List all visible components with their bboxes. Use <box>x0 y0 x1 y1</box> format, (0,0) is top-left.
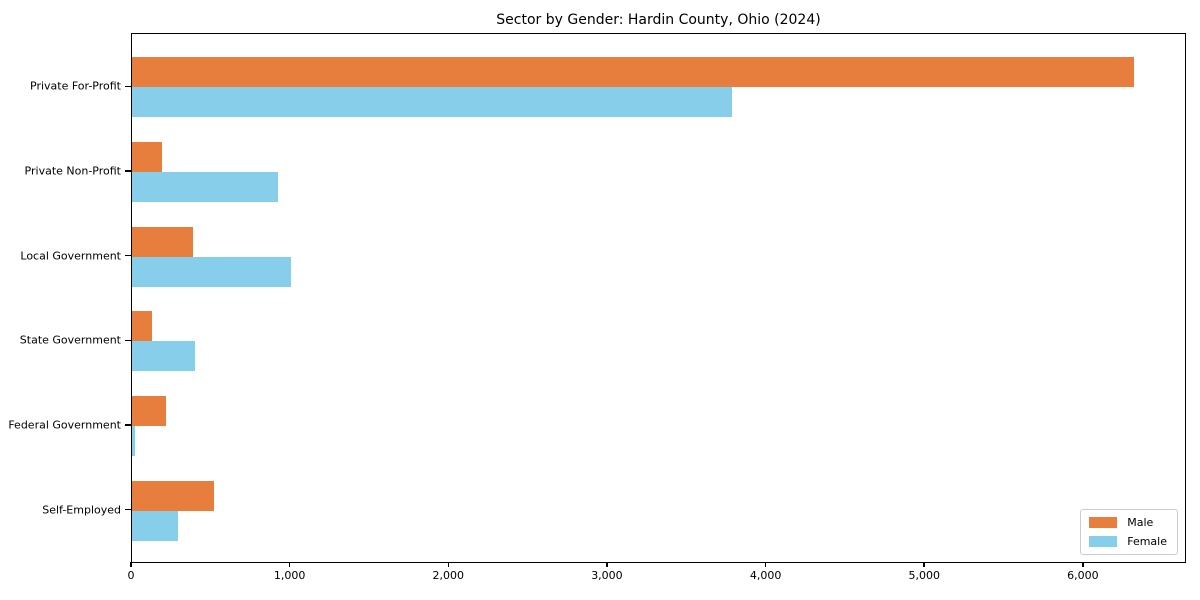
bar-male-private-for-profit <box>132 57 1135 88</box>
legend: Male Female <box>1080 509 1178 555</box>
x-axis-tick-mark <box>606 562 608 567</box>
bar-male-local-government <box>132 226 193 257</box>
x-axis-tick-mark <box>764 562 767 567</box>
female-color-swatch <box>1089 536 1118 547</box>
chart-title: Sector by Gender: Hardin County, Ohio (2… <box>496 12 821 28</box>
bar-male-self-employed <box>132 480 214 511</box>
bar-female-self-employed <box>132 510 178 541</box>
x-axis-tick-label: 3,000 <box>591 569 623 582</box>
male-color-swatch <box>1089 517 1118 528</box>
x-axis-tick-label: 0 <box>127 569 135 582</box>
plot-area: Male Female <box>131 33 1186 563</box>
y-axis-tick-mark <box>125 254 131 257</box>
y-axis-label: Self-Employed <box>42 503 121 517</box>
x-axis-tick-label: 4,000 <box>749 569 782 582</box>
bar-male-federal-government <box>132 396 167 426</box>
legend-item-male: Male <box>1089 516 1167 529</box>
bar-male-state-government <box>132 311 152 342</box>
y-axis-tick-mark <box>125 85 131 88</box>
y-axis-label: Federal Government <box>8 418 121 432</box>
bar-female-local-government <box>132 256 292 287</box>
y-axis-label: Private Non-Profit <box>24 164 121 178</box>
legend-label-male: Male <box>1127 516 1154 529</box>
legend-label-female: Female <box>1127 535 1167 548</box>
legend-item-female: Female <box>1089 535 1167 548</box>
x-axis-tick-label: 6,000 <box>1067 569 1099 582</box>
y-axis-tick-mark <box>125 424 131 426</box>
x-axis-tick-mark <box>447 562 450 567</box>
bar-male-private-non-profit <box>132 142 163 172</box>
x-axis-tick-mark <box>288 562 291 567</box>
y-axis-label: Local Government <box>20 249 121 263</box>
x-axis-tick-mark <box>1082 562 1084 567</box>
y-axis-tick-mark <box>125 170 131 172</box>
bar-female-private-non-profit <box>132 172 278 202</box>
x-axis-tick-mark <box>923 562 925 567</box>
x-axis-tick-label: 2,000 <box>432 569 465 582</box>
y-axis-label: State Government <box>19 333 121 347</box>
y-axis-tick-mark <box>125 508 131 511</box>
bar-female-federal-government <box>132 426 136 456</box>
y-axis-label: Private For-Profit <box>30 79 121 93</box>
x-axis-tick-label: 5,000 <box>908 569 940 582</box>
x-axis-tick-mark <box>130 562 132 567</box>
bar-female-private-for-profit <box>132 87 733 118</box>
x-axis-tick-label: 1,000 <box>273 569 306 582</box>
bar-female-state-government <box>132 341 195 372</box>
y-axis-tick-mark <box>125 339 131 342</box>
